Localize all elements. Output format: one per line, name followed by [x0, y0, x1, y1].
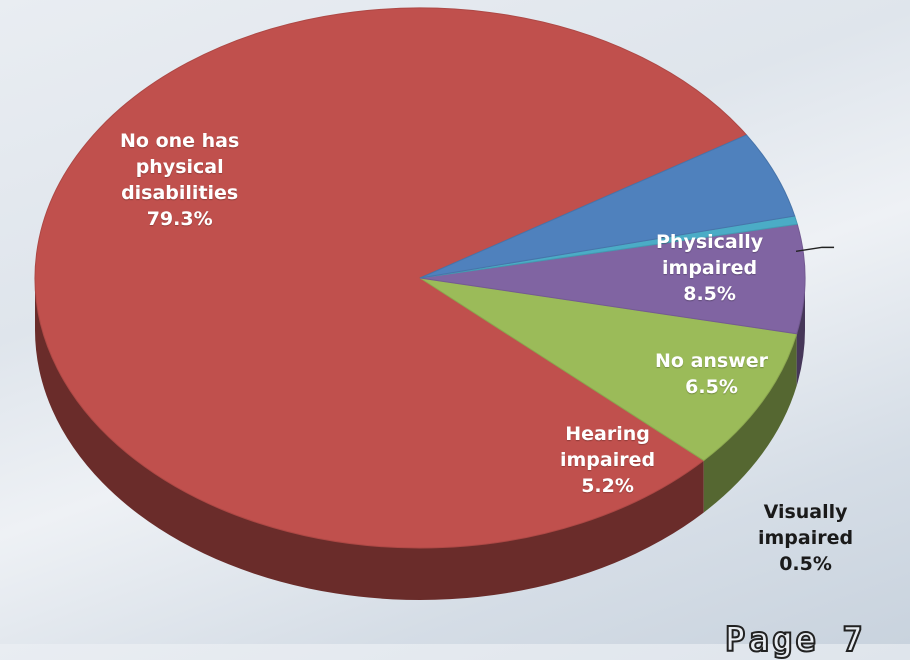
pie-slice-0 — [34, 7, 748, 549]
pie-side-0-0 — [35, 278, 704, 600]
pie-tops — [34, 7, 806, 549]
pie-slice-4 — [419, 134, 796, 279]
slice-label-no-physical-disabilities: No one has physical disabilities 79.3% — [120, 130, 240, 230]
slice-label-no-answer: No answer 6.5% — [655, 350, 769, 398]
slice-label-physically-impaired: Physically impaired 8.5% — [656, 231, 764, 305]
pie-slice-2 — [419, 223, 806, 335]
slice-label-visually-impaired: Visually impaired 0.5% — [758, 501, 854, 575]
pie-chart — [34, 7, 835, 600]
pie-slice-1 — [419, 277, 798, 462]
pie-side-1-0 — [703, 333, 797, 513]
leader-line-visually-impaired — [795, 246, 835, 253]
pie-side-2-0 — [796, 278, 805, 386]
slice-label-hearing-impaired: Hearing impaired 5.2% — [560, 423, 656, 497]
pie-sides — [35, 278, 805, 600]
page-number: Page 7 — [724, 619, 866, 660]
